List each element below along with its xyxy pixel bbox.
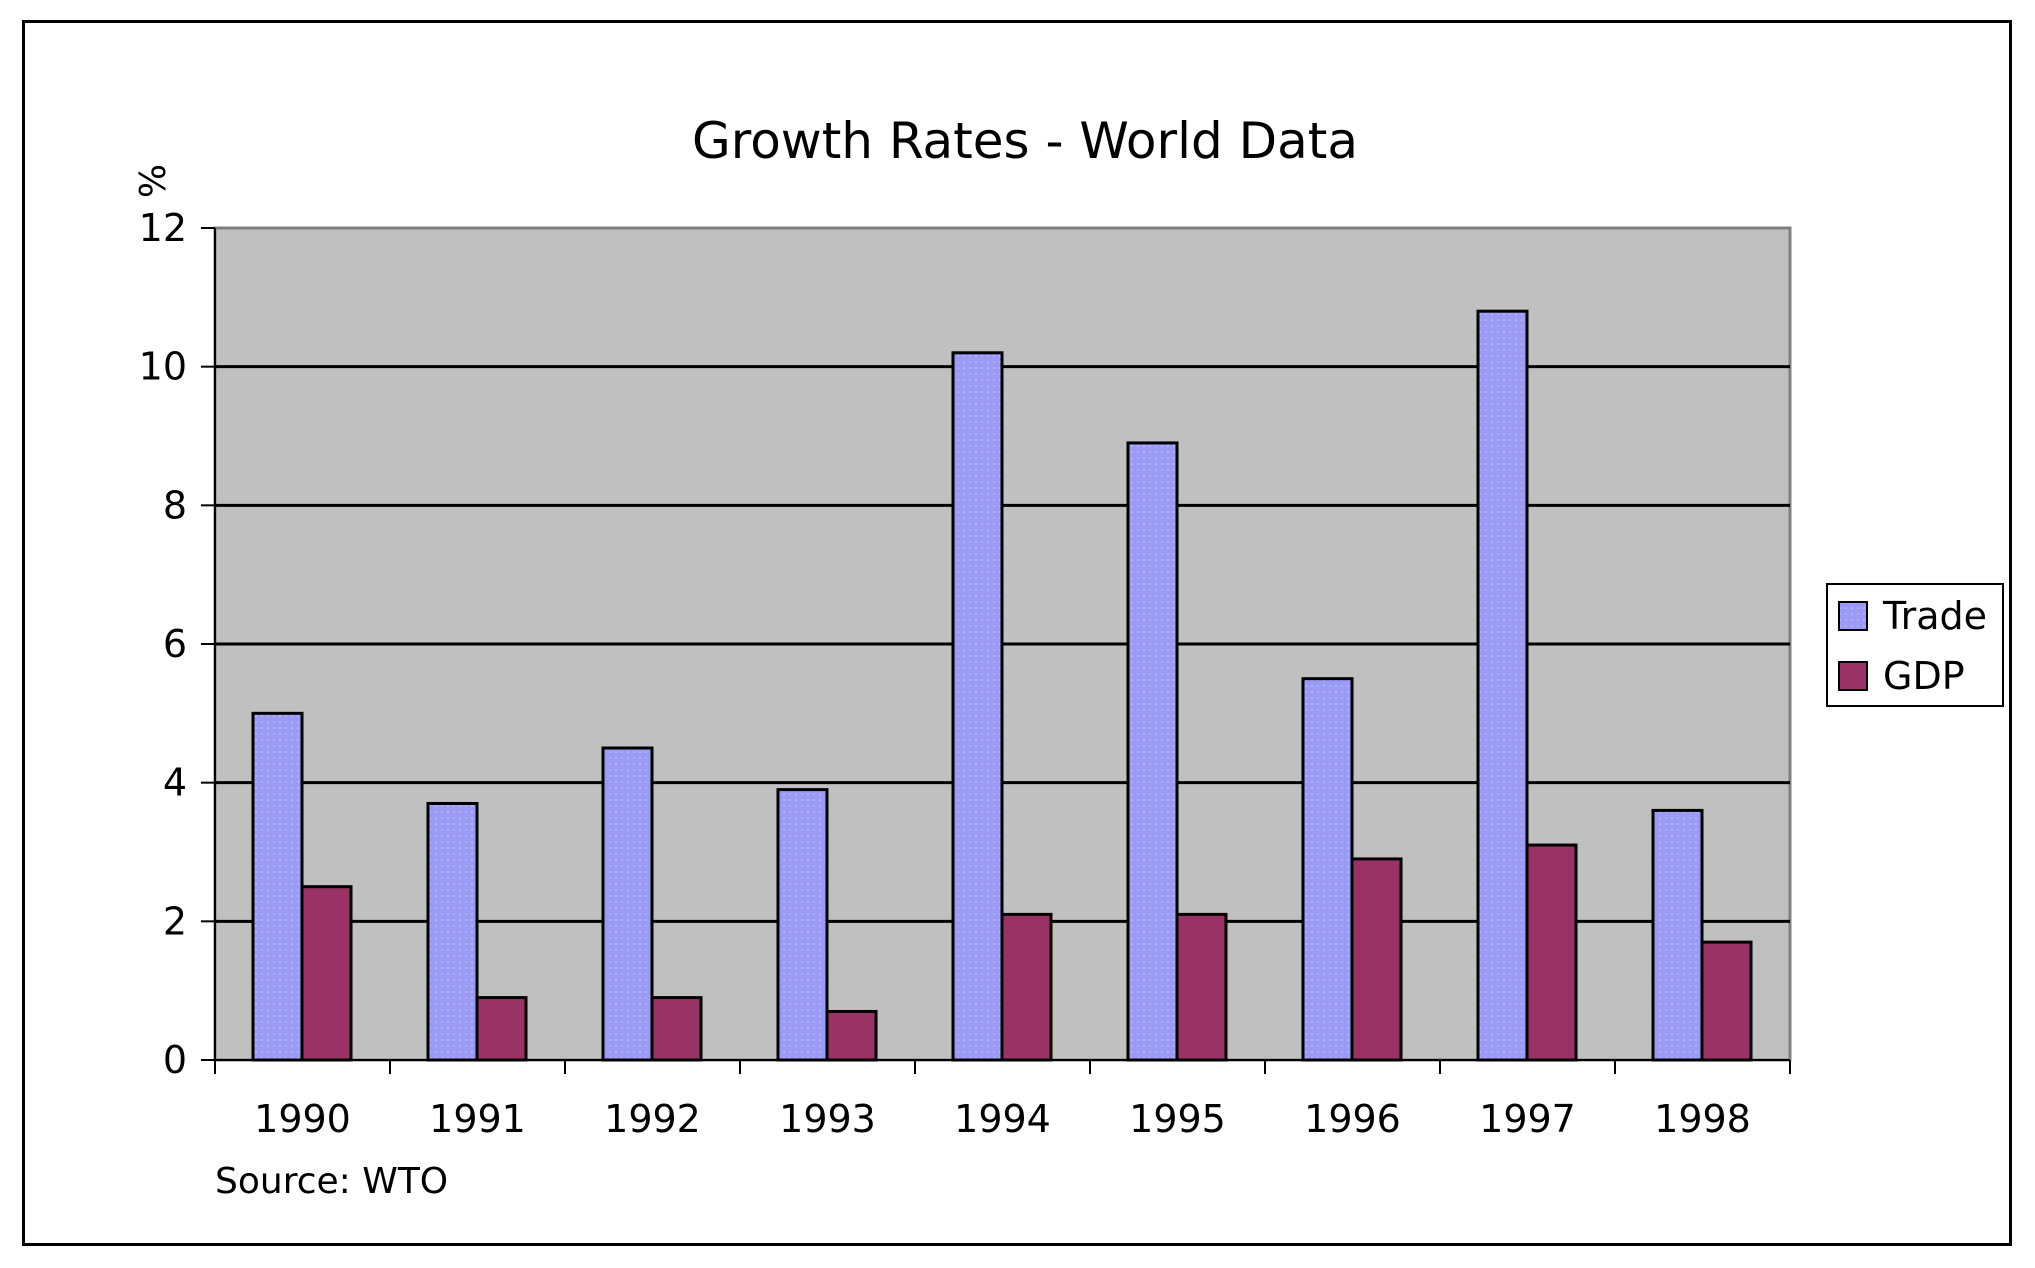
bar-gdp-1993	[825, 1009, 878, 1062]
y-tick-label: 4	[163, 761, 187, 805]
bar-gdp-1997	[1525, 843, 1578, 1062]
bar-trade-1993	[776, 788, 829, 1062]
bar-trade-1997	[1476, 309, 1529, 1062]
bar-gdp-1990	[300, 885, 353, 1062]
legend-swatch-trade	[1838, 601, 1868, 631]
x-tick-label: 1994	[954, 1097, 1051, 1141]
chart: Growth Rates - World Data % 0 2 4 6 8 10 12 199…	[133, 112, 2004, 1202]
y-axis-label: %	[133, 164, 174, 198]
bar-trade-1990	[251, 711, 304, 1062]
plot-area: 0 2 4 6 8 10 12 1990 1991 1992 1993 1994 1995 1996 199…	[139, 206, 1792, 1141]
bar-gdp-1992	[650, 996, 703, 1062]
bar-gdp-1995	[1175, 912, 1228, 1062]
legend-label-gdp: GDP	[1883, 654, 1965, 698]
bar-gdp-1991	[475, 996, 528, 1062]
y-tick-label: 10	[139, 345, 187, 389]
bar-gdp-1998	[1700, 940, 1753, 1062]
x-tick-label: 1992	[604, 1097, 701, 1141]
x-tick-label: 1998	[1654, 1097, 1751, 1141]
bar-trade-1996	[1301, 677, 1354, 1062]
y-tick-label: 0	[163, 1038, 187, 1082]
chart-frame: Growth Rates - World Data % 0 2 4 6 8 10 12 199…	[22, 20, 2012, 1246]
legend: Trade GDP	[1826, 583, 2004, 707]
chart-title: Growth Rates - World Data	[692, 112, 1358, 170]
x-tick-label: 1990	[254, 1097, 351, 1141]
x-tick-label: 1995	[1129, 1097, 1226, 1141]
bar-trade-1991	[426, 801, 479, 1062]
bar-gdp-1996	[1350, 857, 1403, 1062]
bar-gdp-1994	[1000, 912, 1053, 1062]
bar-trade-1998	[1651, 808, 1704, 1062]
y-tick-label: 8	[163, 483, 187, 527]
x-tick-label: 1996	[1304, 1097, 1401, 1141]
legend-label-trade: Trade	[1882, 594, 1987, 638]
x-tick-label: 1991	[429, 1097, 526, 1141]
bar-trade-1992	[601, 746, 654, 1062]
x-tick-label: 1993	[779, 1097, 876, 1141]
y-tick-label: 6	[163, 622, 187, 666]
bar-trade-1994	[951, 351, 1004, 1062]
source-note: Source: WTO	[215, 1161, 448, 1202]
bar-trade-1995	[1126, 441, 1179, 1062]
y-tick-label: 2	[163, 899, 187, 943]
x-tick-label: 1997	[1479, 1097, 1576, 1141]
legend-swatch-gdp	[1838, 661, 1868, 691]
y-tick-label: 12	[139, 206, 187, 250]
